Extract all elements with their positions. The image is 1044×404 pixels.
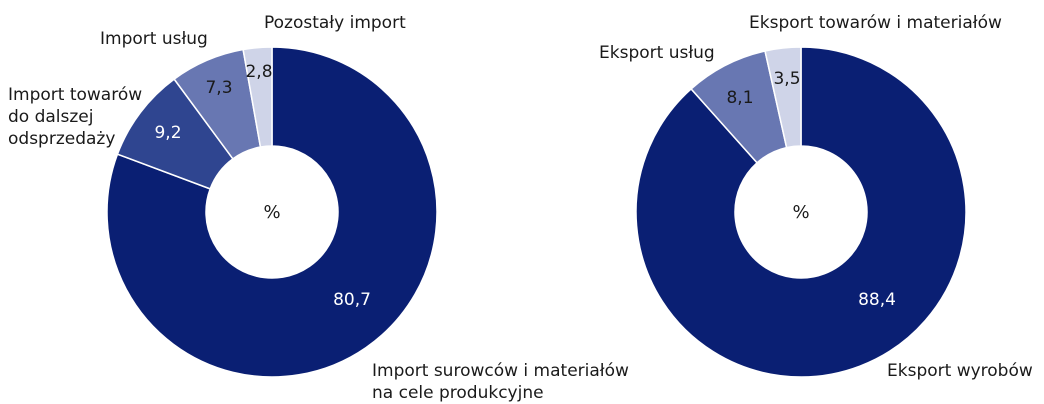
slice-category-label: Eksport towarów i materiałów xyxy=(749,13,1002,33)
slice-value-label: 2,8 xyxy=(245,62,272,82)
slice-value-label: 88,4 xyxy=(858,290,896,310)
slice-category-label: Import surowców i materiałów na cele prod… xyxy=(372,361,629,403)
slice-value-label: 80,7 xyxy=(333,290,371,310)
slice-value-label: 7,3 xyxy=(205,78,232,98)
slice-category-label: Import usług xyxy=(100,29,208,49)
donut-slice xyxy=(242,46,273,148)
donut-slice xyxy=(635,46,967,378)
slice-value-label: 8,1 xyxy=(726,88,753,108)
donut-slice xyxy=(764,46,802,149)
slice-category-label: Import towarów do dalszej odsprzedaży xyxy=(8,85,142,149)
slice-value-label: 9,2 xyxy=(154,123,181,143)
donut-center-label: % xyxy=(792,202,809,223)
slice-category-label: Pozostały import xyxy=(264,13,406,33)
export-donut-chart: 88,4 8,1 3,5 Eksport wyrobów Eksport usług Ek… xyxy=(599,13,1033,381)
import-donut-chart: 80,7 9,2 7,3 2,8 Import surowców i materiałó… xyxy=(8,13,629,403)
donut-center-label: % xyxy=(263,202,280,223)
slice-value-label: 3,5 xyxy=(773,69,800,89)
slice-category-label: Eksport usług xyxy=(599,43,715,63)
donut-slice xyxy=(106,46,438,378)
slice-category-label: Eksport wyrobów xyxy=(887,361,1033,381)
